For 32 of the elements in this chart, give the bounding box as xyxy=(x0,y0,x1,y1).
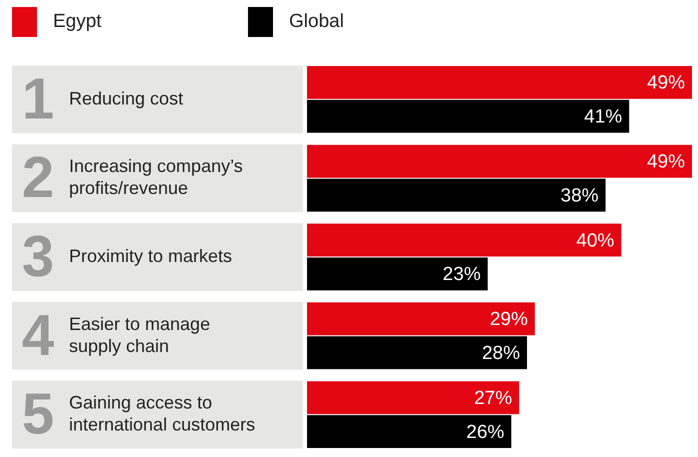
bar xyxy=(307,178,606,212)
data-label: 29% xyxy=(490,309,528,330)
data-label: 23% xyxy=(442,264,481,286)
data-label: 27% xyxy=(474,388,512,409)
y-tick-label: Proximity to markets xyxy=(69,246,232,266)
bar xyxy=(307,415,512,448)
y-tick-label: Increasing company’s profits/revenue xyxy=(69,156,243,198)
bar xyxy=(307,381,520,414)
text: 2 xyxy=(22,145,54,210)
data-label: 49% xyxy=(646,151,686,172)
text: 1 xyxy=(22,66,54,132)
bar xyxy=(307,336,527,370)
bar xyxy=(307,224,622,256)
data-label: 49% xyxy=(646,72,686,94)
bar xyxy=(307,66,692,99)
legend-label: Global xyxy=(289,11,344,33)
y-tick-label: Easier to manage supply chain xyxy=(69,314,210,356)
data-label: 40% xyxy=(576,230,614,252)
data-label: 41% xyxy=(584,106,622,128)
text: 5 xyxy=(22,382,54,447)
text: 3 xyxy=(22,224,54,289)
bar xyxy=(307,258,488,290)
data-label: 38% xyxy=(560,185,599,206)
y-tick-label: Reducing cost xyxy=(69,88,184,108)
bar xyxy=(307,100,630,133)
bar xyxy=(307,302,535,336)
legend-label: Egypt xyxy=(53,11,102,33)
data-label: 28% xyxy=(482,342,520,364)
y-tick-label: Gaining access to international customers xyxy=(69,392,256,435)
text: 4 xyxy=(22,302,54,368)
data-label: 26% xyxy=(466,422,504,443)
bar xyxy=(307,144,692,178)
